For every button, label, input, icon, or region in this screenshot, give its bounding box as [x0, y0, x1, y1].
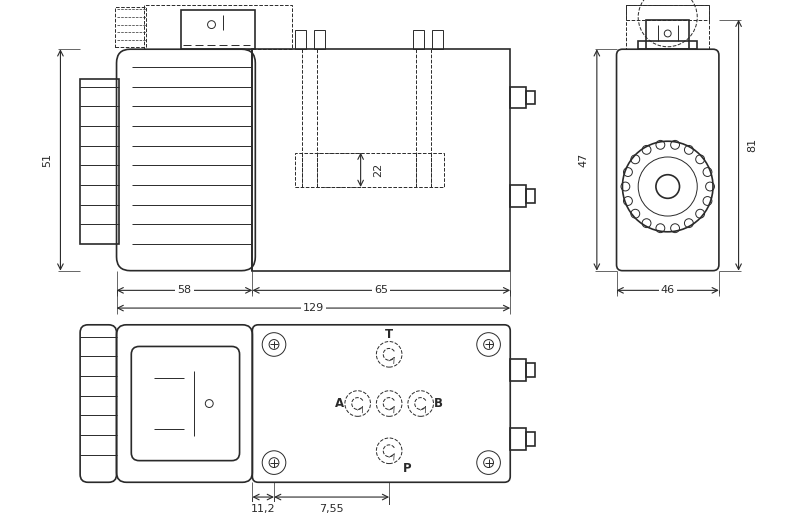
Bar [252, 49, 510, 271]
Text: 58: 58 [178, 285, 191, 295]
Bar [80, 78, 119, 244]
Text: 81: 81 [747, 138, 758, 152]
Bar [182, 10, 255, 49]
Bar [144, 5, 292, 49]
Bar [626, 5, 709, 49]
Bar [638, 42, 698, 49]
Text: 11,2: 11,2 [251, 504, 275, 513]
Text: B: B [434, 397, 443, 410]
Bar [646, 19, 690, 49]
Bar [433, 30, 443, 49]
Bar [526, 432, 535, 446]
Text: A: A [335, 397, 345, 410]
Bar [526, 189, 535, 203]
Bar [314, 30, 325, 49]
Bar [510, 185, 526, 207]
Bar [510, 428, 526, 450]
Bar [526, 91, 535, 104]
Bar [526, 363, 535, 377]
Bar [294, 152, 444, 187]
Bar [413, 30, 424, 49]
Bar [510, 359, 526, 381]
Bar [510, 87, 526, 108]
Bar [294, 30, 306, 49]
Text: T: T [385, 328, 394, 341]
Text: 65: 65 [374, 285, 388, 295]
Text: 47: 47 [578, 153, 588, 167]
Bar [626, 5, 709, 19]
Text: 7,55: 7,55 [319, 504, 344, 513]
Text: 46: 46 [661, 285, 674, 295]
Bar [114, 7, 146, 47]
Text: 129: 129 [302, 303, 324, 313]
Text: 22: 22 [374, 163, 383, 177]
Text: 51: 51 [42, 153, 53, 167]
Text: P: P [402, 462, 411, 475]
